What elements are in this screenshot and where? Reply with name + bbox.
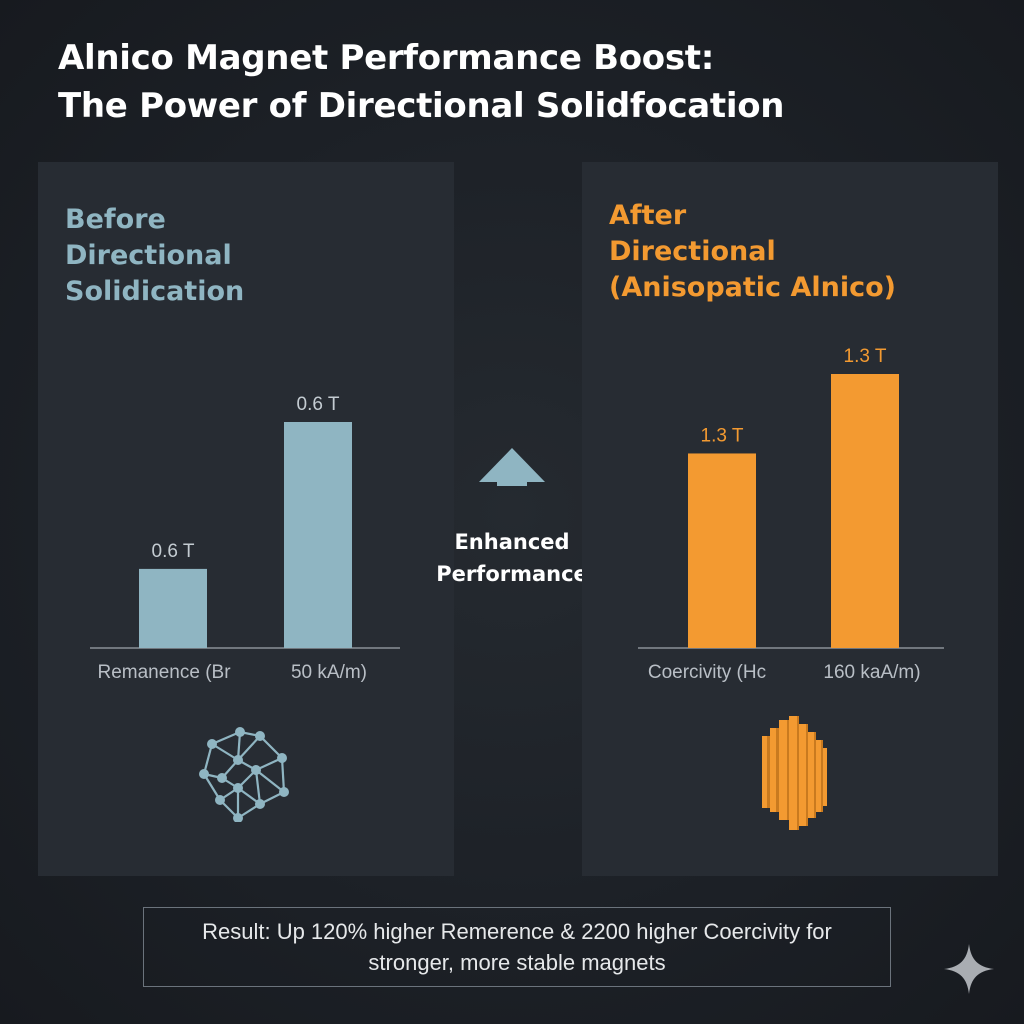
- after-bar-2: [831, 374, 899, 648]
- after-heading-line-3: (Anisopatic Alnico): [609, 272, 896, 303]
- before-heading-line-1: Before: [65, 204, 166, 235]
- after-heading-line-2: Directional: [609, 236, 776, 267]
- up-arrow-icon: [477, 446, 547, 516]
- after-bar-1: [688, 453, 756, 648]
- columnar-grains-icon: [758, 714, 830, 832]
- title-line-1: Alnico Magnet Performance Boost:: [58, 38, 715, 78]
- before-bar-1: [139, 568, 207, 648]
- center-label-line-1: Enhanced: [454, 530, 570, 554]
- before-category-label-1: Remanence (Br: [97, 662, 231, 683]
- title-line-2: The Power of Directional Solidfocation: [58, 86, 785, 126]
- before-bar-1-value-label: 0.6 T: [152, 541, 195, 562]
- page-title: Alnico Magnet Performance Boost: The Pow…: [58, 34, 958, 130]
- crystal-lattice-icon: [198, 722, 298, 823]
- center-label-line-2: Performance: [436, 562, 588, 586]
- sparkle-icon: [942, 942, 996, 996]
- enhanced-performance-label: Enhanced Performance: [418, 526, 606, 590]
- after-heading-line-1: After: [609, 200, 687, 231]
- after-bar-1-value-label: 1.3 T: [701, 425, 744, 446]
- after-heading: After Directional (Anisopatic Alnico): [609, 198, 896, 306]
- result-text: Result: Up 120% higher Remerence & 2200 …: [202, 919, 832, 975]
- before-bar-chart: 0.6 T Remanence (Br 0.6 T 50 kA/m): [90, 394, 400, 683]
- before-heading-line-3: Solidication: [65, 276, 245, 307]
- after-bar-chart: 1.3 T Coercivity (Hc 1.3 T 160 kaA/m): [638, 346, 944, 683]
- after-panel: After Directional (Anisopatic Alnico) 1.…: [582, 162, 998, 876]
- after-bar-2-value-label: 1.3 T: [844, 346, 887, 367]
- before-panel: Before Directional Solidication 0.6 T Rem…: [38, 162, 454, 876]
- before-category-label-2: 50 kA/m): [291, 662, 367, 683]
- before-heading-line-2: Directional: [65, 240, 232, 271]
- before-bar-2: [284, 422, 352, 648]
- result-box: Result: Up 120% higher Remerence & 2200 …: [143, 907, 891, 987]
- after-category-label-1: Coercivity (Hc: [648, 662, 766, 683]
- before-bar-2-value-label: 0.6 T: [297, 394, 340, 415]
- after-category-label-2: 160 kaA/m): [823, 662, 920, 683]
- before-heading: Before Directional Solidication: [65, 202, 244, 310]
